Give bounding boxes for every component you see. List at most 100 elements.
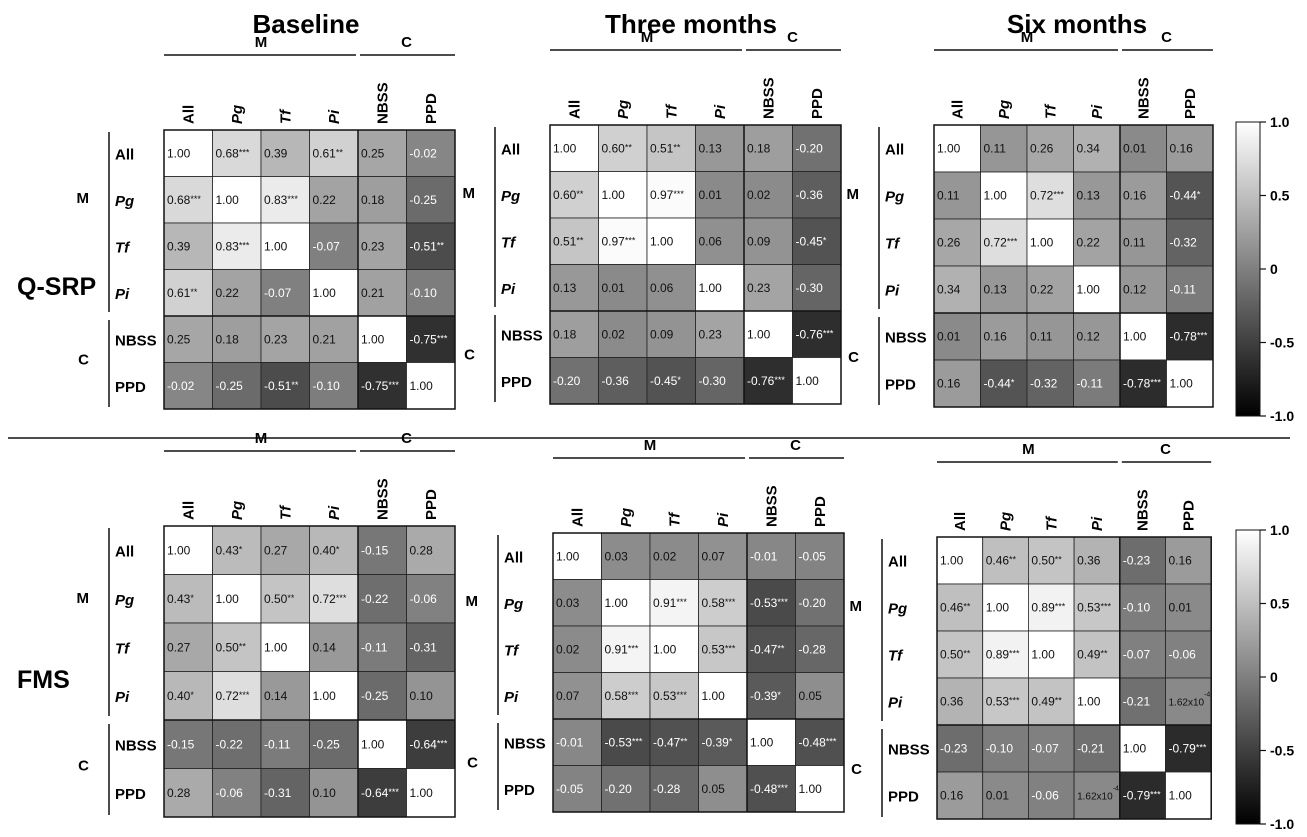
cell-value: 0.05: [799, 689, 823, 703]
column-label-pi: Pi: [326, 109, 343, 124]
column-label-pi: Pi: [1089, 104, 1106, 119]
heatmap-cell: -0.32: [1026, 359, 1074, 408]
group-label-m: M: [255, 430, 268, 447]
cell-value: -0.48***: [799, 735, 837, 749]
cell-value: 1.00: [984, 189, 1008, 203]
cell-value: 0.43*: [167, 592, 194, 606]
cell-value: -0.01: [556, 735, 584, 749]
column-label-ppd: PPD: [423, 93, 440, 124]
cell-stars: **: [239, 641, 247, 651]
cell-value: -0.36: [796, 188, 824, 202]
cell-value: -0.23: [940, 742, 968, 756]
heatmap-cell: 0.53***: [1073, 583, 1121, 632]
cell-fill: [212, 768, 262, 818]
cell-fill: [1028, 583, 1075, 632]
row-group-label-c: C: [467, 755, 478, 772]
cell-value: 0.12: [1123, 283, 1147, 297]
cell-value: -0.64***: [410, 737, 448, 751]
heatmap-cell: -0.06: [1165, 630, 1212, 679]
cell-stars: ***: [632, 736, 643, 746]
cell-fill: [260, 222, 310, 270]
heatmap-cell: 0.68***: [212, 129, 262, 177]
cell-stars: ***: [388, 787, 399, 797]
title-baseline: Baseline: [253, 9, 360, 39]
heatmap-cell: -0.39*: [746, 672, 796, 720]
heatmap-cell: 0.97***: [646, 171, 696, 219]
heatmap-cell: 0.22: [309, 176, 359, 224]
cell-fill: [357, 525, 407, 575]
cell-value: 1.00: [796, 374, 820, 388]
cell-value: -0.36: [602, 374, 630, 388]
column-label-tf: Tf: [277, 504, 294, 520]
cell-fill: [646, 357, 696, 405]
heatmap-cell: 1.00: [552, 532, 602, 580]
heatmap-cell: 0.18: [357, 176, 407, 224]
cell-stars: *: [190, 593, 194, 603]
column-label-all: All: [949, 100, 966, 119]
row-label-all: All: [115, 146, 134, 163]
column-label-tf: Tf: [1043, 515, 1060, 531]
heatmap-cell: -0.11: [260, 719, 310, 769]
colorbar-tick-label: 0.5: [1270, 596, 1290, 612]
colorbar-tick-label: 1.0: [1270, 522, 1290, 538]
heatmap-cell: -0.25: [406, 176, 456, 224]
cell-fill: [212, 362, 262, 410]
cell-fill: [357, 269, 407, 317]
cell-value: 0.43*: [216, 543, 243, 557]
column-label-pg: Pg: [229, 105, 246, 124]
colorbar-bottom: 1.0 0.5 0 -0.5 -1.0: [1235, 522, 1294, 832]
row-label-pg: Pg: [115, 193, 134, 210]
heatmap-cell: 1.00: [309, 269, 359, 317]
cell-stars: ***: [676, 690, 687, 700]
row-group-label-c: C: [78, 352, 89, 369]
heatmap-cell: 0.49**: [1073, 630, 1121, 679]
heatmap-cell: 0.51**: [549, 217, 599, 265]
cell-value: 0.16: [1170, 142, 1194, 156]
heatmap-cell: 1.00: [649, 625, 699, 673]
column-label-pg: Pg: [615, 100, 632, 119]
cell-value: 0.36: [940, 695, 964, 709]
column-label-pg: Pg: [996, 100, 1013, 119]
cell-value: 0.61**: [313, 146, 344, 160]
cell-fill: [549, 357, 599, 405]
heatmap-cell: -0.22: [357, 574, 407, 624]
heatmap-cell: 0.18: [549, 310, 599, 358]
cell-value: 0.72***: [313, 592, 347, 606]
heatmap-cell: 0.91***: [649, 579, 699, 627]
heatmap-cell: 1.00: [598, 171, 648, 219]
cell-stars: **: [1055, 555, 1063, 565]
cell-value: -0.11: [264, 737, 291, 751]
heatmap-cell: 0.14: [260, 671, 310, 721]
cell-stars: ***: [777, 597, 788, 607]
cell-fill: [933, 359, 981, 408]
cell-fill: [1073, 265, 1121, 314]
group-label-c: C: [1160, 441, 1171, 458]
heatmap-cell: 1.00: [1166, 359, 1214, 408]
cell-fill: [549, 264, 599, 312]
column-label-ppd: PPD: [423, 489, 440, 520]
heatmap-cell: -0.05: [552, 765, 602, 813]
cell-fill: [1073, 218, 1121, 267]
heatmap-cell: 0.51**: [646, 124, 696, 172]
heatmap-cell: 0.22: [1026, 265, 1074, 314]
cell-fill: [1119, 677, 1166, 726]
cell-value: -0.21: [1077, 742, 1105, 756]
cell-fill: [792, 264, 842, 312]
cell-value: -0.22: [361, 592, 389, 606]
row-group-label-m: M: [466, 593, 479, 610]
heatmap-cell: -0.28: [795, 625, 845, 673]
heatmap-cell: 0.72***: [212, 671, 262, 721]
cell-fill: [163, 574, 213, 624]
row-label-ppd: PPD: [888, 789, 919, 806]
heatmap-cell: -0.51**: [260, 362, 310, 410]
row-group-label-m: M: [463, 185, 476, 202]
cell-fill: [309, 362, 359, 410]
heatmap-cell: -0.39*: [698, 718, 748, 766]
cell-stars: *: [729, 736, 733, 746]
cell-fill: [1073, 359, 1121, 408]
heatmap-border: [163, 525, 456, 818]
cell-exponent: -4: [1204, 692, 1210, 699]
cell-value: 0.23: [699, 327, 723, 341]
cell-stars: **: [963, 602, 971, 612]
cell-value: 0.12: [1077, 330, 1101, 344]
